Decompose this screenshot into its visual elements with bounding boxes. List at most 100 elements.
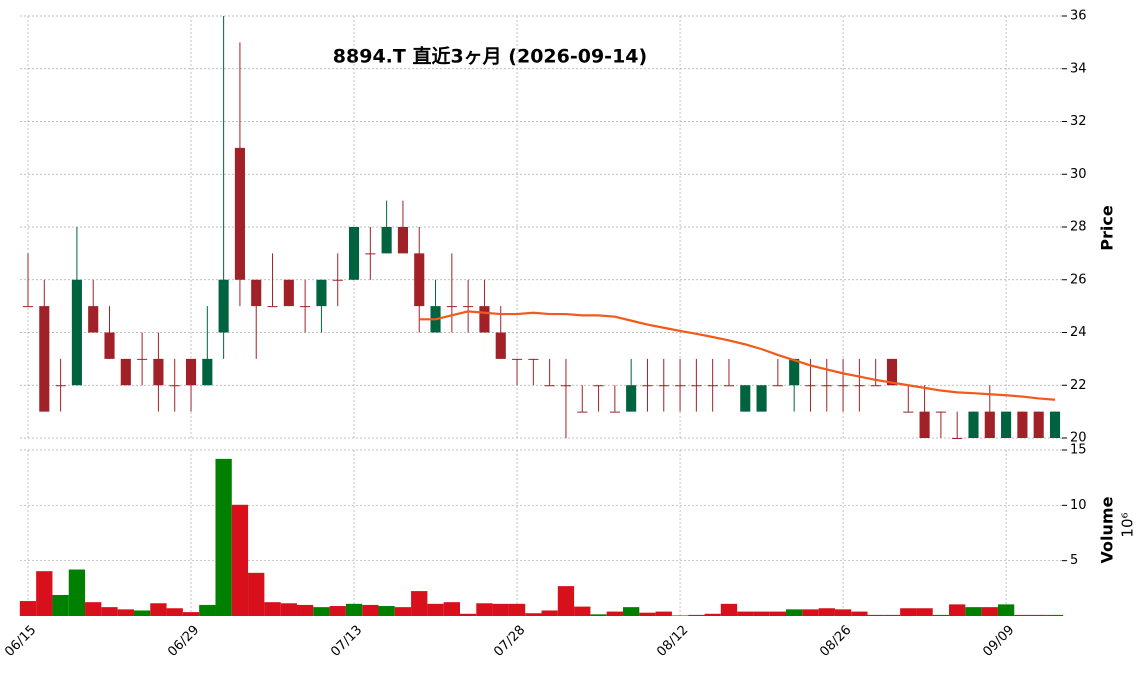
volume-bar: [329, 606, 346, 616]
volume-bar: [753, 611, 770, 616]
y-tick-label: 28: [1070, 220, 1087, 235]
y-tick-label: 26: [1070, 272, 1087, 287]
volume-bar: [68, 569, 86, 616]
volume-bar: [248, 572, 265, 616]
volume-bar: [916, 608, 933, 616]
volume-bar: [85, 602, 102, 616]
candle-body: [528, 358, 539, 360]
candle-body: [805, 385, 816, 387]
volume-bar: [818, 608, 835, 616]
candle-body: [283, 279, 294, 307]
candle-body: [707, 385, 718, 387]
chart-title: 8894.T 直近3ヶ月 (2026-09-14): [333, 45, 647, 68]
candle-body: [870, 385, 881, 387]
volume-bar: [36, 571, 53, 616]
volume-bar: [574, 606, 591, 616]
volume-bar: [639, 612, 656, 616]
volume-bar: [883, 614, 901, 616]
volume-bar: [199, 604, 216, 616]
volume-tick-label: 15: [1070, 443, 1087, 458]
candle-body: [789, 358, 800, 386]
candle-body: [169, 385, 180, 387]
volume-bar: [101, 607, 118, 616]
candle-body: [88, 306, 99, 333]
candle-body: [234, 147, 245, 280]
volume-tick-label: 10: [1070, 498, 1087, 513]
volume-bar: [769, 611, 787, 616]
volume-bar: [443, 602, 460, 616]
volume-bar: [997, 604, 1015, 616]
volume-bar: [459, 613, 477, 616]
volume-scale-label: 10⁶: [1119, 512, 1137, 537]
volume-bar: [851, 611, 868, 616]
candle-body: [919, 411, 930, 438]
volume-bar: [802, 609, 819, 616]
candle-body: [935, 411, 946, 413]
candle-body: [153, 358, 164, 386]
volume-bar: [150, 603, 167, 616]
volume-bar: [427, 603, 444, 616]
volume-bar: [1030, 614, 1047, 616]
volume-bar: [541, 610, 558, 616]
volume-bar: [965, 607, 982, 616]
x-tick-label: 07/28: [491, 623, 528, 660]
candle-body: [463, 306, 474, 308]
candle-body: [609, 411, 620, 413]
volume-bar: [411, 591, 428, 616]
candle-body: [22, 306, 34, 308]
candle-body: [316, 279, 327, 307]
volume-bar: [52, 594, 69, 616]
candle-body: [202, 358, 213, 386]
candle-body: [838, 385, 849, 387]
x-tick-label: 08/12: [654, 623, 691, 660]
volume-bar: [655, 611, 672, 616]
candle-body: [642, 385, 653, 387]
volume-bar: [394, 607, 412, 616]
candle-body: [1049, 411, 1061, 438]
volume-bar: [296, 604, 314, 616]
volume-bar: [1046, 614, 1064, 616]
candle-body: [348, 227, 360, 280]
volume-bar: [834, 609, 852, 616]
candle-body: [984, 411, 995, 438]
volume-bar: [786, 609, 803, 616]
volume-bar: [557, 586, 575, 616]
candle-body: [365, 253, 376, 255]
volume-tick-label: 5: [1070, 553, 1078, 568]
candle-body: [968, 411, 979, 438]
candle-body: [137, 358, 148, 360]
candle-body: [71, 279, 82, 386]
x-tick-label: 08/26: [817, 623, 854, 660]
candle-body: [1001, 411, 1012, 438]
x-tick-label: 09/09: [980, 623, 1017, 660]
volume-bar: [720, 603, 738, 616]
candle-body: [1017, 411, 1028, 438]
volume-bar: [182, 612, 200, 616]
y-tick-label: 32: [1070, 114, 1087, 129]
candle-body: [381, 227, 392, 254]
candle-body: [723, 385, 735, 387]
y-tick-label: 30: [1070, 167, 1087, 182]
volume-bar: [623, 607, 640, 616]
candle-body: [658, 385, 669, 387]
y-tick-label: 36: [1070, 9, 1087, 24]
volume-bar: [606, 611, 624, 616]
y-tick-label: 24: [1070, 325, 1087, 340]
volume-bar: [1014, 614, 1031, 616]
candle-body: [577, 411, 588, 413]
candle-body: [218, 279, 229, 333]
volume-bar: [215, 458, 232, 616]
candle-body: [185, 358, 197, 386]
candle-body: [772, 385, 783, 387]
candle-body: [854, 385, 865, 387]
y-tick-label: 34: [1070, 61, 1087, 76]
candle-body: [821, 385, 832, 387]
candle-body: [756, 385, 767, 412]
volume-bar: [932, 614, 950, 616]
volume-bar: [492, 603, 509, 616]
candle-body: [626, 385, 637, 412]
candle-body: [1033, 411, 1044, 438]
volume-bar: [345, 603, 363, 616]
candle-body: [886, 358, 898, 386]
